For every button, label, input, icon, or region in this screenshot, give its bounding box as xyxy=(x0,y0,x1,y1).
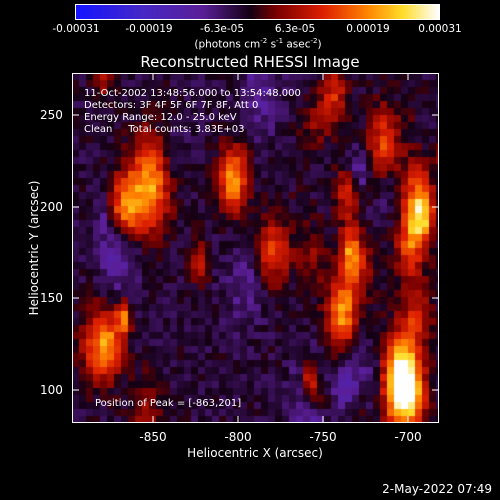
x-tick-label: -700 xyxy=(394,430,422,444)
y-tick-label: 150 xyxy=(40,291,63,305)
colorbar-tick: -6.3e-05 xyxy=(199,23,245,35)
colorbar-tick: -0.00019 xyxy=(125,23,173,35)
heatmap-image xyxy=(72,73,439,423)
x-tick-label: -800 xyxy=(224,430,252,444)
colorbar-tick: 0.00031 xyxy=(418,23,462,35)
y-tick-label: 250 xyxy=(40,108,63,122)
colorbar-tick: 6.3e-05 xyxy=(274,23,316,35)
colorbar-tick: 0.00019 xyxy=(346,23,390,35)
colorbar-tick: -0.00031 xyxy=(52,23,100,35)
observation-info: 11-Oct-2002 13:48:56.000 to 13:54:48.000… xyxy=(84,88,301,135)
plot-title: Reconstructed RHESSI Image xyxy=(140,53,360,71)
y-axis-label: Heliocentric Y (arcsec) xyxy=(27,180,41,316)
colorbar-unit: (photons cm-2 s-1 asec-2) xyxy=(194,37,322,51)
y-tick-label: 200 xyxy=(40,200,63,214)
x-tick-label: -850 xyxy=(139,430,167,444)
peak-position: Position of Peak = [-863,201] xyxy=(95,398,242,409)
plot-frame xyxy=(72,73,439,423)
x-tick-label: -750 xyxy=(309,430,337,444)
colorbar xyxy=(75,4,440,20)
x-axis-label: Heliocentric X (arcsec) xyxy=(187,446,323,460)
timestamp: 2-May-2022 07:49 xyxy=(382,482,492,496)
y-tick-label: 100 xyxy=(40,383,63,397)
